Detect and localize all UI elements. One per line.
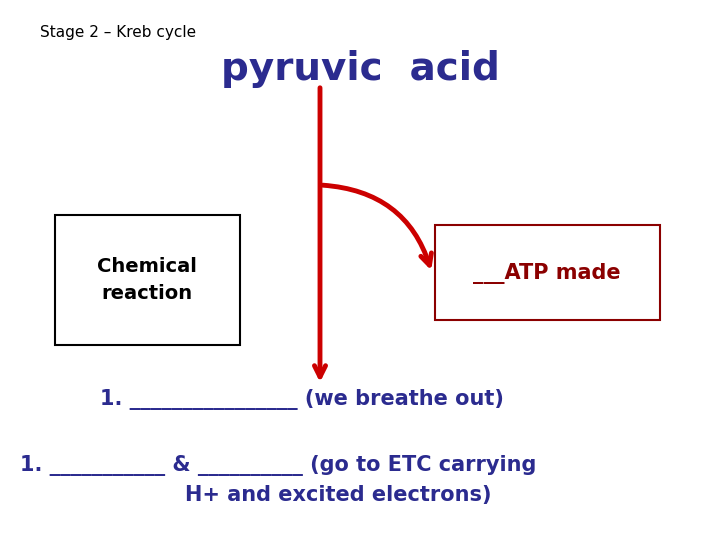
Text: Chemical
reaction: Chemical reaction bbox=[97, 257, 197, 303]
Text: pyruvic  acid: pyruvic acid bbox=[220, 50, 500, 88]
Text: H+ and excited electrons): H+ and excited electrons) bbox=[185, 485, 492, 505]
FancyBboxPatch shape bbox=[55, 215, 240, 345]
Text: 1. ___________ & __________ (go to ETC carrying: 1. ___________ & __________ (go to ETC c… bbox=[20, 455, 536, 476]
Text: ___ATP made: ___ATP made bbox=[473, 262, 621, 284]
Text: 1. ________________ (we breathe out): 1. ________________ (we breathe out) bbox=[100, 389, 504, 410]
Text: Stage 2 – Kreb cycle: Stage 2 – Kreb cycle bbox=[40, 25, 196, 40]
FancyBboxPatch shape bbox=[435, 225, 660, 320]
